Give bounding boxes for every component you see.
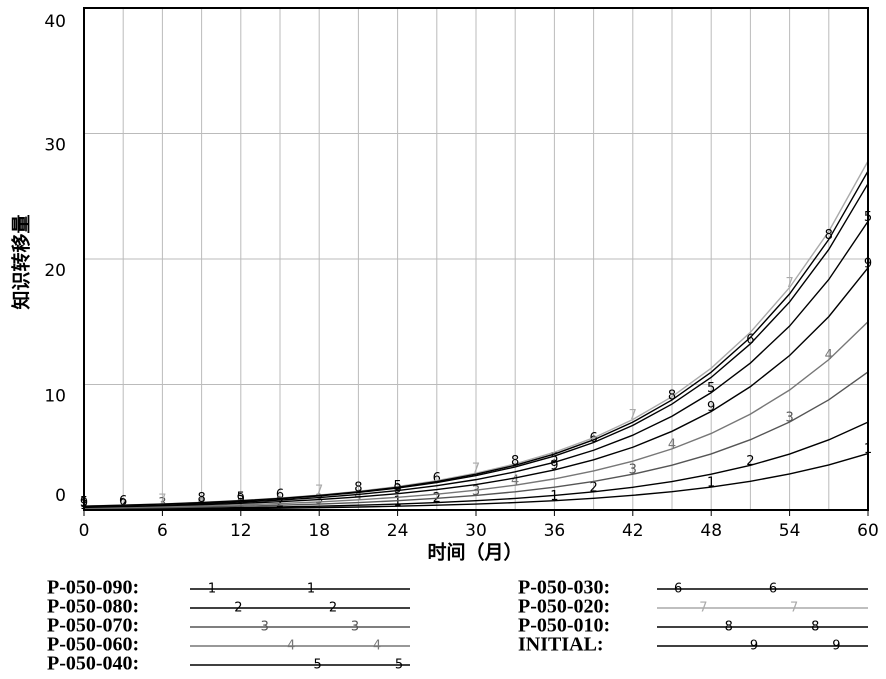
line-marker: 9	[393, 482, 401, 497]
y-tick-label: 20	[44, 261, 66, 281]
line-marker: 9	[550, 458, 558, 473]
x-tick-label: 0	[79, 521, 90, 541]
line-marker: 3	[472, 484, 480, 499]
line-marker: 8	[354, 480, 362, 495]
line-marker: 7	[315, 484, 323, 499]
line-marker: 8	[668, 388, 676, 403]
line-marker: 4	[354, 488, 362, 503]
legend-marker: 2	[329, 601, 337, 616]
series-line	[83, 220, 869, 508]
x-tick-label: 24	[387, 521, 409, 541]
line-marker: 3	[785, 411, 793, 426]
legend-marker: 4	[373, 639, 381, 654]
y-tick-label: 10	[44, 387, 66, 407]
legend-label: P-050-030:	[518, 577, 610, 599]
line-marker: 2	[589, 480, 597, 495]
line-marker: 6	[276, 487, 284, 502]
series-line	[83, 170, 869, 507]
series-line	[83, 321, 869, 509]
line-marker: 4	[511, 474, 519, 489]
x-tick-label: 12	[230, 521, 252, 541]
legend-marker: 5	[313, 658, 321, 673]
line-marker: 4	[825, 348, 833, 363]
line-marker: 8	[197, 491, 205, 506]
line-marker: 1	[393, 495, 401, 510]
legend-marker: 5	[395, 658, 403, 673]
x-tick-label: 60	[857, 521, 879, 541]
series-line	[83, 421, 869, 510]
legend-marker: 8	[725, 620, 733, 635]
line-marker: 8	[511, 454, 519, 469]
x-tick-label: 6	[157, 521, 168, 541]
legend-marker: 9	[750, 639, 758, 654]
x-tick-label: 42	[622, 521, 644, 541]
legend-marker: 6	[769, 582, 777, 597]
line-marker: 7	[472, 462, 480, 477]
legend-label: INITIAL:	[518, 634, 604, 656]
line-marker: 5	[707, 381, 715, 396]
x-tick-label: 48	[700, 521, 722, 541]
legend-marker: 8	[811, 620, 819, 635]
legend-label: P-050-020:	[518, 596, 610, 618]
line-marker: 3	[629, 463, 637, 478]
legend-label: P-050-090:	[47, 577, 139, 599]
line-marker: 9	[707, 400, 715, 415]
x-axis-title: 时间（月）	[427, 541, 522, 564]
y-tick-label: 40	[44, 12, 66, 32]
series-line	[83, 371, 869, 510]
legend-marker: 6	[674, 582, 682, 597]
line-marker: 6	[746, 332, 754, 347]
plot-frame	[83, 7, 869, 511]
line-marker: 6	[433, 471, 441, 486]
y-tick-label: 0	[55, 486, 66, 506]
line-marker: 9	[237, 492, 245, 507]
legend-label: P-050-080:	[47, 596, 139, 618]
legend-label: P-050-060:	[47, 634, 139, 656]
series-line	[83, 267, 869, 509]
y-axis-title: 知识转移量	[10, 214, 33, 309]
line-marker: 6	[119, 494, 127, 509]
line-marker: 8	[825, 228, 833, 243]
line-marker: 4	[668, 437, 676, 452]
line-marker: 7	[158, 492, 166, 507]
line-marker: 5	[550, 451, 558, 466]
x-tick-label: 18	[308, 521, 330, 541]
legend-label: P-050-010:	[518, 615, 610, 637]
line-marker: 7	[629, 408, 637, 423]
legend-label: P-050-040:	[47, 653, 139, 675]
legend-marker: 1	[307, 582, 315, 597]
line-marker: 2	[746, 454, 754, 469]
x-tick-label: 30	[465, 521, 487, 541]
line-marker: 5	[237, 491, 245, 506]
legend-marker: 2	[234, 601, 242, 616]
legend-marker: 4	[287, 639, 295, 654]
legend-label: P-050-070:	[47, 615, 139, 637]
series-line	[83, 452, 869, 511]
y-tick-label: 30	[44, 136, 66, 156]
x-tick-label: 36	[544, 521, 566, 541]
legend-marker: 9	[832, 639, 840, 654]
x-tick-label: 54	[779, 521, 801, 541]
legend-marker: 7	[699, 601, 707, 616]
legend-marker: 3	[351, 620, 359, 635]
legend-marker: 1	[208, 582, 216, 597]
line-marker: 1	[550, 489, 558, 504]
line-marker: 7	[785, 276, 793, 291]
legend-marker: 3	[261, 620, 269, 635]
legend-marker: 7	[790, 601, 798, 616]
line-marker: 1	[707, 476, 715, 491]
